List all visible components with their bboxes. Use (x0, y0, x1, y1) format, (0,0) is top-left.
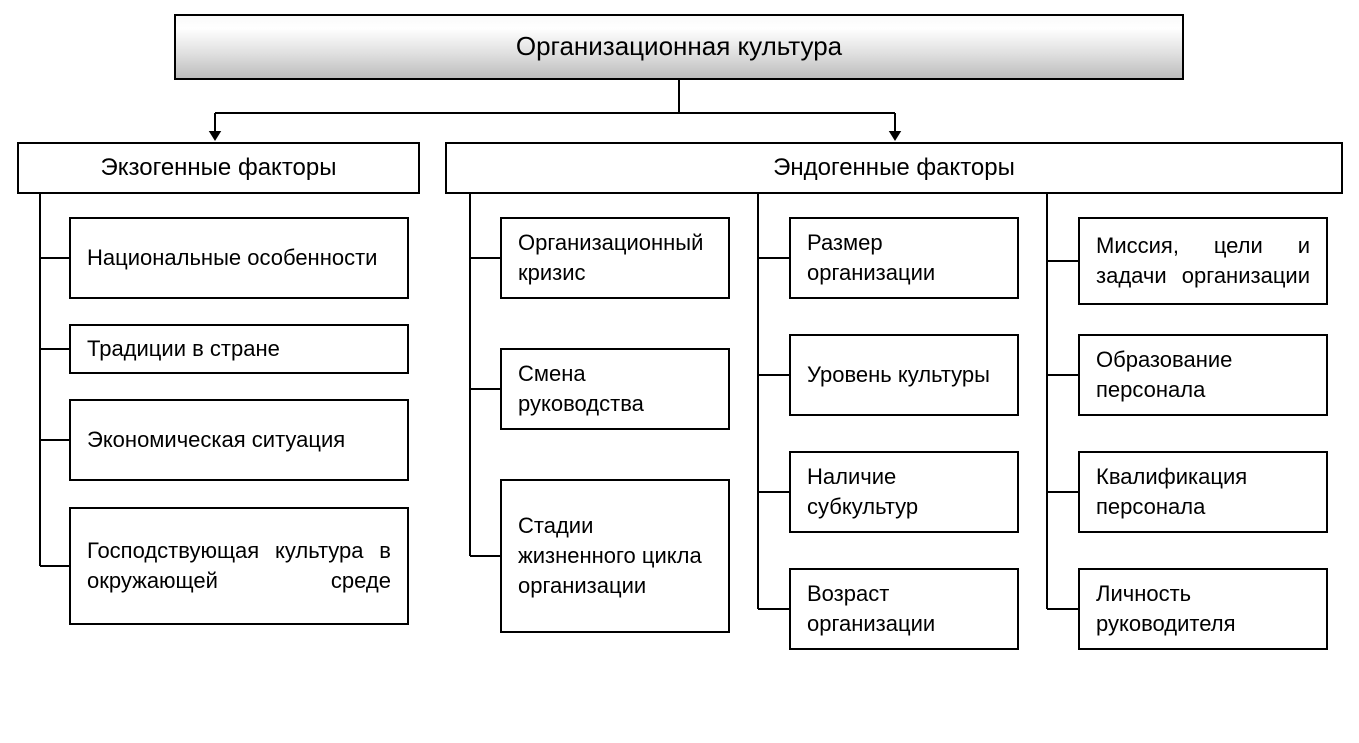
item-leadership-change: Смена руководства (500, 348, 730, 430)
item-economic-situation: Экономическая ситуация (69, 399, 409, 481)
item-national-features: Национальные особенности (69, 217, 409, 299)
item-lifecycle-stages: Стадии жизненного цикла организации (500, 479, 730, 633)
diagram-title: Организационная культура (174, 14, 1184, 80)
item-org-age: Возраст организации (789, 568, 1019, 650)
item-org-size: Размер организации (789, 217, 1019, 299)
item-leader-personality: Личность руководителя (1078, 568, 1328, 650)
item-culture-level: Уровень культуры (789, 334, 1019, 416)
item-mission-goals: Миссия, цели и задачи организации (1078, 217, 1328, 305)
item-traditions: Традиции в стране (69, 324, 409, 374)
category-exogenous: Экзогенные факторы (17, 142, 420, 194)
category-endogenous: Эндогенные факторы (445, 142, 1343, 194)
item-org-crisis: Организационный кризис (500, 217, 730, 299)
item-qualification: Квалификация персонала (1078, 451, 1328, 533)
item-dominant-culture: Господствующая культура в окружающей сре… (69, 507, 409, 625)
item-subcultures: Наличие субкультур (789, 451, 1019, 533)
item-education: Образование персонала (1078, 334, 1328, 416)
